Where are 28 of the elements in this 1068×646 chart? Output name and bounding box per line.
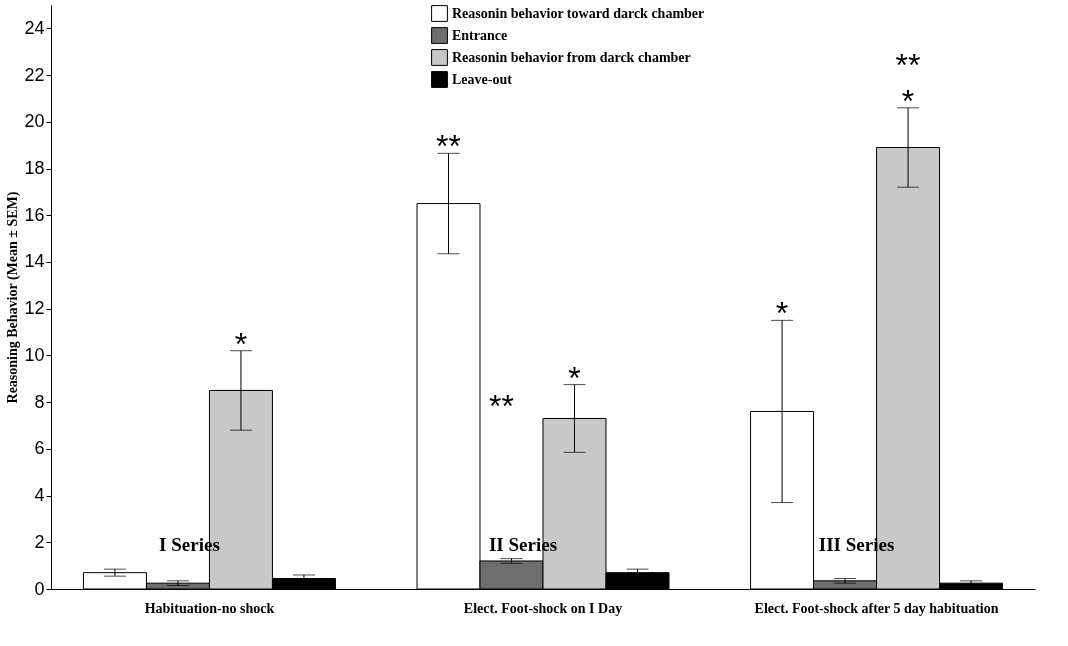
- legend-label: Reasonin behavior from darck chamber: [452, 49, 691, 65]
- y-tick-label: 0: [34, 578, 45, 599]
- x-tick-label: Habituation-no shock: [144, 600, 275, 616]
- annotation: **: [895, 46, 921, 83]
- x-tick-label: Elect. Foot-shock on I Day: [463, 600, 623, 616]
- y-tick-label: 22: [24, 64, 45, 85]
- annotation: *: [568, 359, 581, 396]
- annotation: **: [436, 128, 461, 165]
- y-tick-label: 6: [34, 438, 45, 459]
- y-tick-label: 20: [24, 111, 45, 132]
- annotation: **: [489, 387, 514, 424]
- annotation: *: [775, 295, 789, 332]
- legend-label: Leave-out: [452, 71, 513, 87]
- y-axis-title: Reasoning Behavior (Mean ± SEM): [5, 191, 22, 404]
- y-tick-label: 14: [24, 251, 45, 272]
- legend-label: Entrance: [452, 27, 508, 43]
- y-tick-label: 12: [24, 298, 45, 319]
- y-tick-label: 2: [34, 531, 45, 552]
- x-tick-label: Elect. Foot-shock after 5 day habituation: [754, 600, 999, 616]
- annotation: *: [234, 325, 248, 362]
- legend-label: Reasonin behavior toward darck chamber: [452, 5, 705, 21]
- y-tick-label: 8: [34, 391, 45, 412]
- y-tick-label: 18: [24, 158, 45, 179]
- y-tick-label: 24: [24, 17, 45, 38]
- y-tick-label: 16: [24, 204, 45, 225]
- annotation: *: [901, 82, 915, 119]
- y-tick-label: 4: [34, 485, 45, 506]
- y-tick-label: 10: [24, 344, 45, 365]
